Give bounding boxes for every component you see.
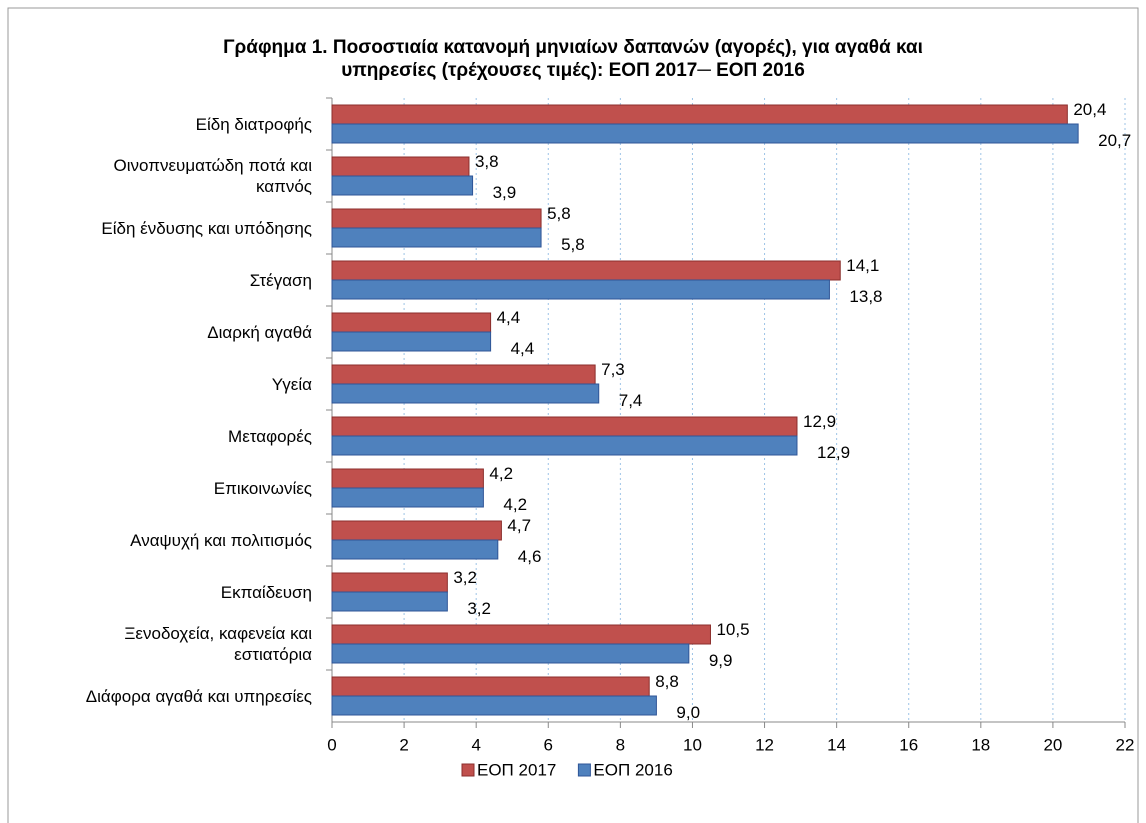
x-tick-label: 14 bbox=[827, 735, 846, 754]
data-label: 8,8 bbox=[655, 672, 679, 691]
data-label: 3,9 bbox=[493, 183, 517, 202]
x-tick-label: 16 bbox=[899, 735, 918, 754]
data-label: 4,2 bbox=[489, 464, 513, 483]
bar bbox=[331, 468, 484, 489]
bar bbox=[331, 123, 1079, 144]
data-label: 20,7 bbox=[1098, 131, 1131, 150]
bar bbox=[331, 520, 502, 541]
bar bbox=[331, 104, 1068, 125]
bar bbox=[331, 279, 830, 300]
bar bbox=[331, 539, 499, 560]
bar bbox=[331, 435, 798, 456]
bar bbox=[331, 364, 596, 385]
data-label: 12,9 bbox=[803, 412, 836, 431]
chart-frame bbox=[7, 7, 1139, 823]
y-tick-label: Διαρκή αγαθά bbox=[207, 322, 312, 342]
bar bbox=[331, 676, 650, 697]
bar bbox=[331, 487, 484, 508]
x-tick-label: 4 bbox=[471, 735, 480, 754]
x-tick-label: 8 bbox=[616, 735, 625, 754]
data-label: 4,4 bbox=[497, 308, 521, 327]
y-tick-label: Μεταφορές bbox=[228, 426, 312, 446]
bar bbox=[331, 312, 492, 333]
bar bbox=[331, 591, 448, 612]
data-label: 12,9 bbox=[817, 443, 850, 462]
data-label: 5,8 bbox=[547, 204, 571, 223]
data-label: 4,4 bbox=[511, 339, 535, 358]
bar bbox=[331, 156, 470, 177]
bar bbox=[331, 416, 798, 437]
data-label: 20,4 bbox=[1073, 100, 1106, 119]
y-tick-label: Διάφορα αγαθά και υπηρεσίες bbox=[85, 686, 312, 706]
data-label: 9,0 bbox=[676, 703, 700, 722]
bar bbox=[331, 643, 690, 664]
y-tick-label: Υγεία bbox=[271, 374, 312, 394]
legend-swatch bbox=[577, 763, 591, 777]
bar bbox=[331, 624, 711, 645]
data-label: 10,5 bbox=[716, 620, 749, 639]
bar bbox=[331, 175, 474, 196]
data-label: 7,4 bbox=[619, 391, 643, 410]
y-tick-label: Ξενοδοχεία, καφενεία και εστιατόρια bbox=[124, 624, 312, 664]
y-tick-label: Αναψυχή και πολιτισμός bbox=[130, 530, 312, 550]
chart-title: Γράφημα 1. Ποσοστιαία κατανομή μηνιαίων … bbox=[223, 37, 923, 81]
x-tick-label: 10 bbox=[683, 735, 702, 754]
y-tick-label: Επικοινωνίες bbox=[213, 478, 312, 498]
bar bbox=[331, 227, 542, 248]
x-tick-label: 6 bbox=[544, 735, 553, 754]
data-label: 4,7 bbox=[507, 516, 531, 535]
bar bbox=[331, 572, 448, 593]
data-label: 4,2 bbox=[503, 495, 527, 514]
x-tick-label: 22 bbox=[1116, 735, 1135, 754]
x-tick-label: 0 bbox=[327, 735, 336, 754]
data-label: 9,9 bbox=[709, 651, 733, 670]
legend-label: ΕΟΠ 2016 bbox=[593, 760, 672, 779]
data-label: 14,1 bbox=[846, 256, 879, 275]
bar bbox=[331, 208, 542, 229]
y-tick-label: Εκπαίδευση bbox=[220, 582, 312, 602]
y-tick-label: Στέγαση bbox=[249, 270, 312, 290]
bar bbox=[331, 383, 600, 404]
data-label: 3,2 bbox=[453, 568, 477, 587]
legend-swatch bbox=[461, 763, 475, 777]
y-tick-label: Οινοπνευματώδη ποτά και καπνός bbox=[113, 156, 312, 196]
data-label: 3,2 bbox=[467, 599, 491, 618]
bar bbox=[331, 695, 657, 716]
x-tick-label: 20 bbox=[1043, 735, 1062, 754]
data-label: 4,6 bbox=[518, 547, 542, 566]
data-label: 7,3 bbox=[601, 360, 625, 379]
x-tick-label: 18 bbox=[971, 735, 990, 754]
data-label: 5,8 bbox=[561, 235, 585, 254]
x-tick-label: 2 bbox=[399, 735, 408, 754]
data-label: 13,8 bbox=[849, 287, 882, 306]
y-tick-label: Είδη διατροφής bbox=[195, 114, 312, 134]
data-label: 3,8 bbox=[475, 152, 499, 171]
bar bbox=[331, 260, 841, 281]
bar bbox=[331, 331, 492, 352]
x-tick-label: 12 bbox=[755, 735, 774, 754]
y-tick-label: Είδη ένδυσης και υπόδησης bbox=[101, 218, 312, 238]
legend-label: ΕΟΠ 2017 bbox=[477, 760, 556, 779]
